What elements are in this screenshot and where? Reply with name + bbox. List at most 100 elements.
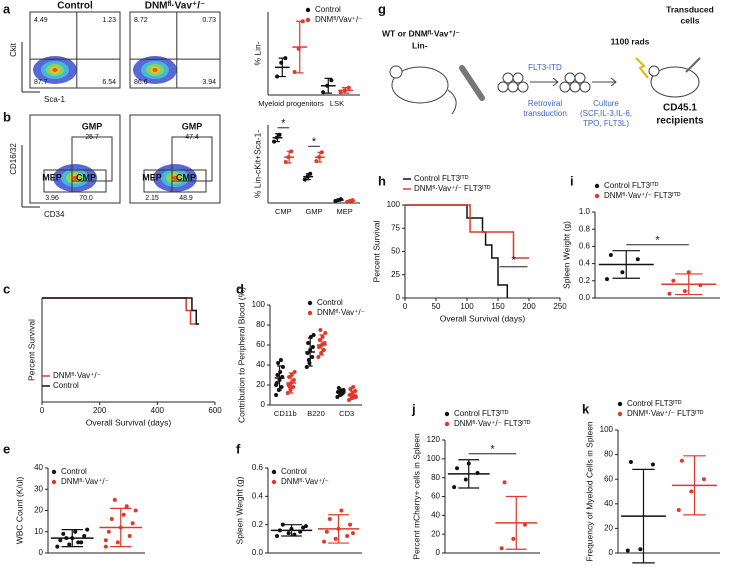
legend-label: Control: [315, 5, 341, 14]
legend-label: DNMᶠˡ·Vav⁺/⁻: [53, 371, 101, 380]
data-point: [317, 338, 322, 342]
survival-line: [405, 204, 529, 259]
data-point: [121, 512, 126, 517]
gate-name: CMP: [76, 172, 96, 182]
density: [72, 176, 78, 180]
data-point: [511, 536, 516, 541]
data-point: [291, 385, 296, 389]
data-point: [115, 540, 120, 545]
gate-value: 3.94: [202, 79, 216, 86]
y-tick-label: 0.0: [579, 293, 591, 302]
data-point: [133, 508, 138, 513]
data-point: [499, 546, 504, 551]
legend-marker: [271, 469, 277, 475]
panel-letter: j: [411, 401, 416, 416]
survival-line: [42, 297, 198, 325]
mouse: [391, 66, 449, 104]
survival-line: [405, 204, 509, 298]
y-tick-label: 120: [427, 435, 441, 444]
data-point: [130, 521, 135, 526]
legend-label: Control: [61, 467, 87, 476]
gate-value: 0.73: [202, 17, 216, 24]
gate-value: 6.54: [102, 79, 116, 86]
data-point: [638, 547, 643, 552]
y-tick-label: 40: [604, 499, 613, 508]
y-axis-title: % Lin-: [252, 41, 262, 65]
gate-name: MEP: [142, 172, 162, 182]
diagram-label: transduction: [523, 109, 567, 118]
y-tick-label: 100: [252, 300, 266, 309]
axis-title: Sca-1: [44, 95, 65, 104]
data-point: [689, 489, 694, 494]
data-point: [345, 534, 350, 538]
panel-letter: k: [582, 401, 590, 416]
density: [52, 68, 58, 72]
data-point: [278, 370, 283, 374]
legend-label: Control: [53, 381, 79, 390]
data-point: [671, 278, 676, 283]
mouse-tail: [447, 89, 457, 115]
diagram-label: Lin-: [412, 40, 428, 50]
data-point: [701, 477, 706, 482]
data-point: [310, 355, 315, 359]
gate-value: 86.6: [134, 79, 148, 86]
legend-marker: [305, 17, 311, 23]
gate-value: 70.0: [79, 195, 93, 202]
data-point: [348, 522, 353, 527]
x-tick-label: LSK: [330, 99, 344, 108]
y-tick-label: 40: [256, 360, 265, 369]
diagram-label: WT or DNMᶠˡ·Vav⁺/⁻: [382, 28, 460, 38]
data-point: [324, 529, 329, 534]
bone: [459, 65, 485, 101]
legend-label: DNMᶠˡ·Vav⁺/⁻ FLT3ᴵᵀᴰ: [627, 409, 704, 418]
gate-value: 4.49: [34, 17, 48, 24]
data-point: [322, 341, 327, 345]
data-point: [339, 508, 344, 513]
data-point: [608, 253, 613, 257]
data-point: [276, 361, 281, 365]
significance: *: [655, 235, 660, 247]
y-tick-label: 0: [39, 548, 44, 557]
legend-label: Control FLT3ᴵᵀᴰ: [414, 174, 469, 183]
diagram-label: 1100 rads: [611, 36, 650, 46]
significance: *: [490, 444, 495, 456]
y-axis-title: Percent Survival: [371, 220, 381, 282]
y-tick-label: 60: [256, 340, 265, 349]
data-point: [620, 270, 625, 275]
data-point: [285, 391, 290, 395]
data-point: [322, 539, 327, 544]
diagram-label: TPO, FLT3L): [583, 119, 629, 128]
panel-letter: f: [236, 441, 241, 456]
legend-label: DNMᶠˡ·Vav⁺/⁻ FLT3ᴵᵀᴰ: [604, 191, 681, 200]
density: [172, 176, 178, 180]
x-tick-label: 50: [432, 302, 441, 311]
x-axis-title: Overall Survival (days): [86, 417, 172, 427]
gate-name: CMP: [176, 172, 196, 182]
gate-value: 87.7: [34, 79, 48, 86]
legend-marker: [271, 479, 277, 485]
data-point: [79, 540, 84, 545]
data-point: [274, 383, 279, 387]
legend-label: DNMᶠˡ·Vav⁺/⁻: [317, 308, 365, 317]
y-tick-label: 50: [391, 247, 400, 256]
legend-marker: [444, 411, 450, 417]
legend-marker: [51, 479, 57, 485]
y-tick-label: 0.4: [579, 259, 591, 268]
diagram-label: cells: [681, 15, 700, 25]
y-tick-label: 0.2: [252, 520, 264, 529]
y-tick-label: 0: [261, 400, 266, 409]
mouse-ear: [389, 65, 403, 79]
y-tick-label: 75: [391, 223, 400, 232]
x-tick-label: CMP: [275, 207, 292, 216]
arrow: [530, 77, 617, 87]
x-tick-label: 250: [553, 302, 567, 311]
y-tick-label: 20: [431, 529, 440, 538]
diagram-label: (SCF,IL-3,IL-6,: [580, 109, 632, 118]
y-axis-title: Frequency of Myeloid Cells in Spleen: [584, 421, 594, 562]
data-point: [85, 527, 90, 532]
data-point: [676, 507, 681, 512]
legend-label: Control: [281, 467, 307, 476]
legend-marker: [617, 401, 623, 407]
